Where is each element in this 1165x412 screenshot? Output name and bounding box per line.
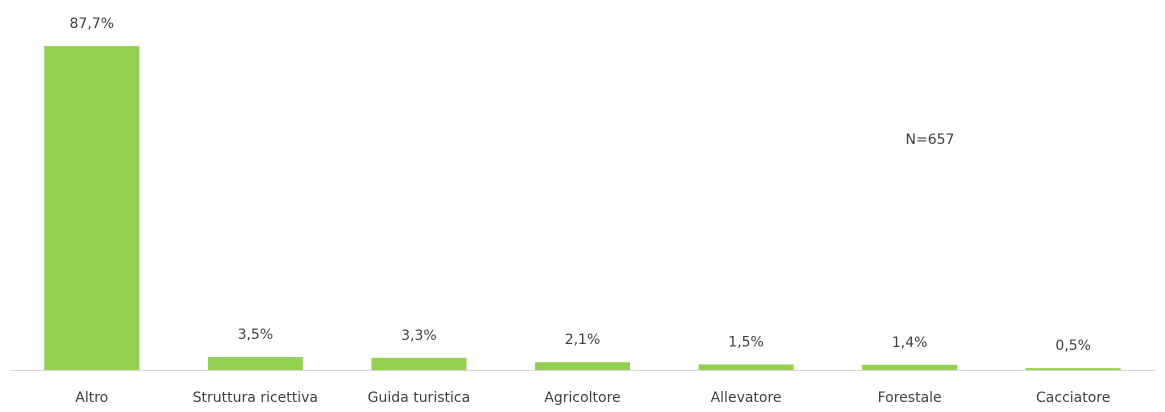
value-label: 0,5% (1055, 338, 1091, 354)
bar (207, 357, 303, 370)
x-tick-label: Agricoltore (544, 390, 620, 406)
x-tick-label: Struttura ricettiva (193, 390, 318, 406)
value-label: 3,5% (238, 327, 274, 343)
x-tick-label: Altro (75, 390, 108, 406)
value-label: 87,7% (70, 16, 114, 32)
bar (44, 46, 140, 371)
value-label: 1,5% (728, 334, 764, 350)
x-tick-label: Guida turistica (368, 390, 470, 406)
bar (371, 357, 467, 370)
annotation: N=657 (906, 132, 955, 148)
value-label: 2,1% (565, 332, 601, 348)
bar (862, 364, 958, 370)
x-tick-label: Cacciatore (1036, 390, 1110, 406)
x-tick-label: Allevatore (711, 390, 782, 406)
x-tick-label: Forestale (878, 390, 942, 406)
bar (698, 364, 794, 370)
value-label: 1,4% (892, 335, 928, 351)
value-label: 3,3% (401, 328, 437, 344)
bar (1025, 368, 1121, 370)
bar (535, 362, 630, 370)
